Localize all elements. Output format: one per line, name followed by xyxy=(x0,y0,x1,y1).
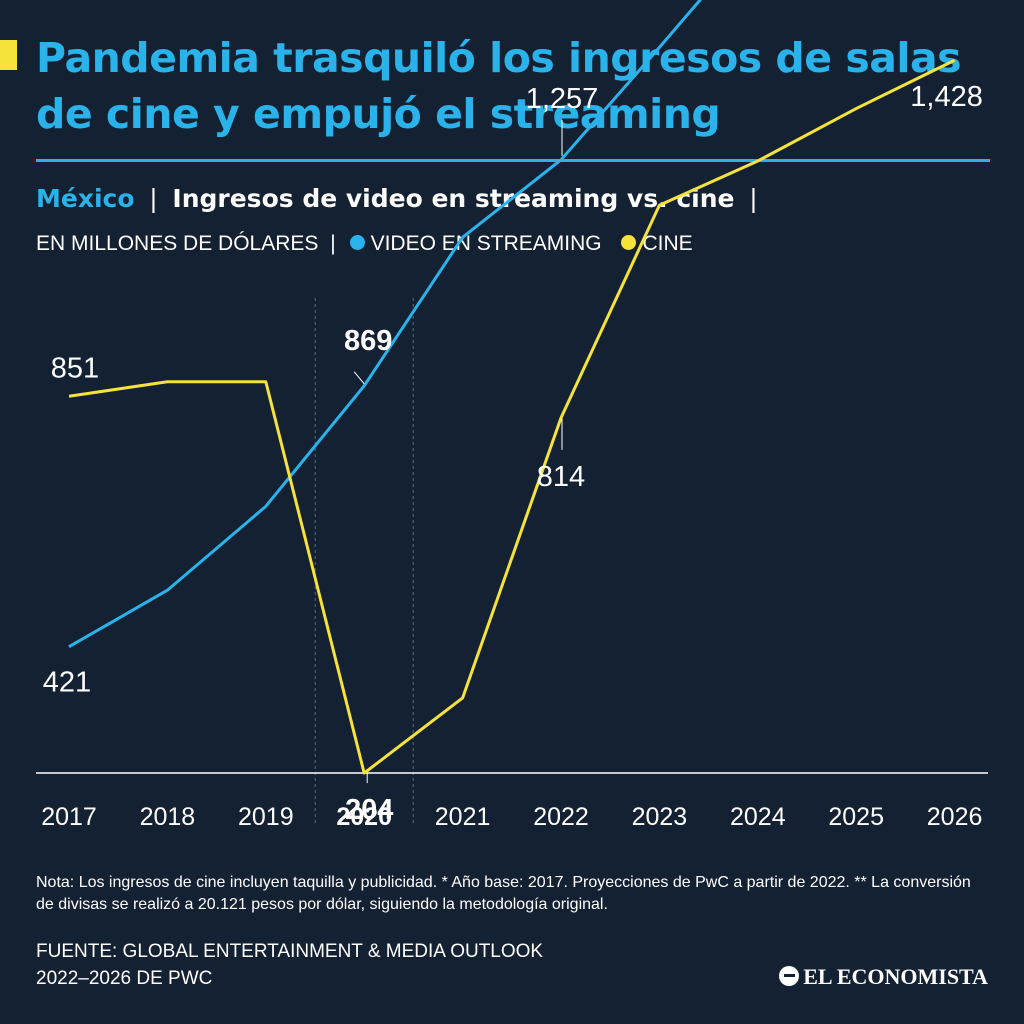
subtitle-separator-end: | xyxy=(749,184,758,213)
title-accent-bar xyxy=(0,40,17,70)
units-label: EN MILLONES DE DÓLARES xyxy=(36,232,319,255)
data-label-streaming-2017: 421 xyxy=(43,667,91,699)
subtitle-text: Ingresos de video en streaming vs. cine xyxy=(172,184,735,213)
brand-name: EL ECONOMISTA xyxy=(803,964,988,989)
x-tick-label-2024: 2024 xyxy=(730,803,786,831)
brand-logo: EL ECONOMISTA xyxy=(779,964,988,990)
legend-streaming-swatch xyxy=(349,235,365,250)
legend-cine-swatch xyxy=(621,235,637,250)
x-tick-label-2021: 2021 xyxy=(435,803,491,831)
data-label-streaming-2022: 1,257 xyxy=(526,83,599,115)
chart-title: Pandemia trasquiló los ingresos de salas… xyxy=(36,34,962,138)
footnote: Nota: Los ingresos de cine incluyen taqu… xyxy=(36,874,971,913)
x-tick-label-2020: 2020 xyxy=(336,803,392,831)
x-tick-label-2017: 2017 xyxy=(41,803,97,831)
data-label-cine-2026: 1,428 xyxy=(910,81,983,113)
x-tick-label-2022: 2022 xyxy=(533,803,589,831)
x-tick-label-2018: 2018 xyxy=(140,803,196,831)
label-leader-streaming-2020 xyxy=(353,371,365,385)
data-label-cine-2020: 204 xyxy=(345,794,393,826)
subtitle-separator: | xyxy=(149,184,158,213)
subtitle-country: México xyxy=(36,184,135,213)
x-tick-label-2025: 2025 xyxy=(828,803,884,831)
title-divider xyxy=(36,159,990,162)
series-line-cine xyxy=(68,58,956,775)
chart-subtitle: México | Ingresos de video en streaming … xyxy=(36,184,1006,213)
brand-icon xyxy=(779,966,800,986)
legend-row: EN MILLONES DE DÓLARES | VIDEO EN STREAM… xyxy=(36,232,693,256)
data-label-cine-2017: 851 xyxy=(51,352,99,384)
legend-separator: | xyxy=(330,232,336,255)
legend-streaming-label: VIDEO EN STREAMING xyxy=(370,232,602,255)
x-tick-label-2023: 2023 xyxy=(632,803,688,831)
x-tick-label-2026: 2026 xyxy=(927,803,983,831)
data-label-streaming-2020: 869 xyxy=(344,325,392,357)
legend-cine-label: CINE xyxy=(642,232,693,255)
series-line-streaming xyxy=(68,0,703,649)
source-text: FUENTE: GLOBAL ENTERTAINMENT & MEDIA OUT… xyxy=(36,941,544,989)
x-tick-label-2019: 2019 xyxy=(238,803,294,831)
data-label-cine-2022: 814 xyxy=(537,461,585,493)
